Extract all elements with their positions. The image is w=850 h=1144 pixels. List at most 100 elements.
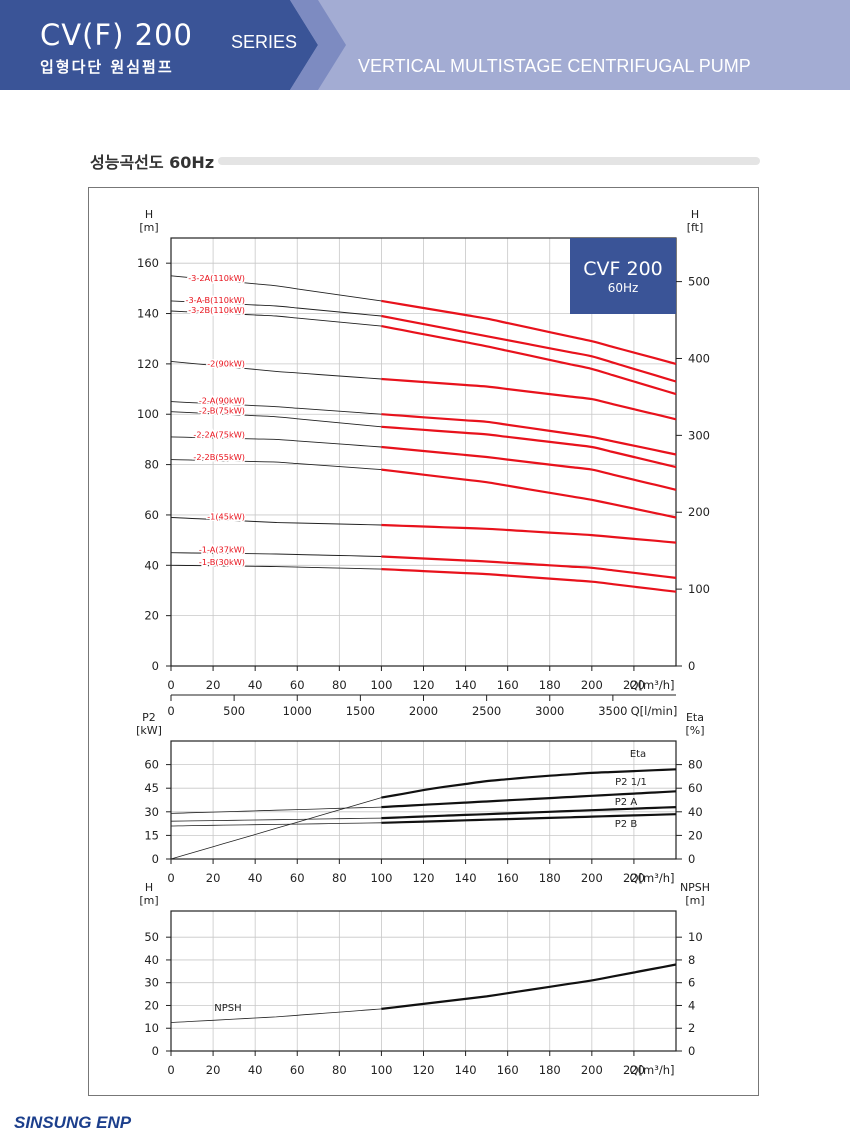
x-tick-label: 0 bbox=[167, 1063, 174, 1077]
series-label: -3-A-B(110kW) bbox=[186, 295, 246, 305]
y-tick-label-right: 500 bbox=[688, 275, 710, 289]
x-tick-label: 180 bbox=[539, 1063, 561, 1077]
series-label: -2(90kW) bbox=[207, 358, 245, 368]
series-line-lowflow bbox=[170, 517, 382, 526]
x-tick-label: 140 bbox=[455, 678, 477, 692]
logo-title: CV(F) 200 bbox=[40, 18, 193, 52]
y-tick-label-left: 0 bbox=[152, 1044, 159, 1058]
x-tick-label: 220 bbox=[623, 678, 645, 692]
x-tick-label: 0 bbox=[167, 678, 174, 692]
section-title: 성능곡선도 60Hz bbox=[90, 153, 215, 172]
x-tick-label: 20 bbox=[206, 678, 221, 692]
y-tick-label-left: 60 bbox=[144, 758, 159, 772]
x-tick-label: 200 bbox=[581, 1063, 603, 1077]
x-tick-label: 220 bbox=[623, 871, 645, 885]
chart-frame bbox=[88, 187, 759, 1096]
y-tick-label-left: 140 bbox=[137, 307, 159, 321]
header-banner bbox=[0, 0, 850, 90]
x2-tick-label: 3500 bbox=[598, 704, 627, 718]
series-line-curve bbox=[381, 555, 677, 579]
y-axis-label-left: H bbox=[145, 881, 153, 894]
x-tick-label: 200 bbox=[581, 871, 603, 885]
footer-brand: SINSUNG ENP bbox=[14, 1113, 132, 1132]
y-tick-label-right: 200 bbox=[688, 505, 710, 519]
series-label: -3-2A(110kW) bbox=[188, 273, 245, 283]
x-tick-label: 60 bbox=[290, 678, 305, 692]
series-line-curve bbox=[381, 445, 677, 491]
y-tick-label-right: 80 bbox=[688, 758, 703, 772]
x-tick-label: 120 bbox=[413, 678, 435, 692]
model-badge-subtitle: 60Hz bbox=[608, 281, 639, 295]
series-line-curve bbox=[381, 425, 677, 469]
x-tick-label: 40 bbox=[248, 1063, 263, 1077]
page-header: CV(F) 200 SERIES 입형다단 원심펌프 VERTICAL MULT… bbox=[0, 0, 850, 90]
series-line-curve bbox=[381, 790, 677, 809]
x-axis-label: Q[m³/h] bbox=[629, 1063, 674, 1077]
series-line-curve bbox=[381, 568, 677, 593]
y-tick-label-right: 60 bbox=[688, 781, 703, 795]
series-line-lowflow bbox=[170, 1008, 382, 1023]
x-tick-label: 60 bbox=[290, 1063, 305, 1077]
series-line-lowflow bbox=[170, 459, 382, 471]
series-line-lowflow bbox=[170, 275, 382, 302]
series-line-curve bbox=[381, 768, 677, 799]
series-line-lowflow bbox=[170, 310, 382, 327]
y-axis-unit-left: [m] bbox=[139, 221, 158, 234]
y-tick-label-right: 100 bbox=[688, 582, 710, 596]
x-tick-label: 20 bbox=[206, 871, 221, 885]
series-label-eta: Eta bbox=[630, 749, 646, 760]
x-tick-label: 180 bbox=[539, 678, 561, 692]
series-label: -1-A(37kW) bbox=[199, 544, 245, 554]
series-label-p2b: P2 B bbox=[615, 819, 638, 830]
y-tick-label-left: 60 bbox=[144, 508, 159, 522]
x-tick-label: 220 bbox=[623, 1063, 645, 1077]
x2-tick-label: 500 bbox=[223, 704, 245, 718]
series-line-curve bbox=[381, 806, 677, 820]
y-axis-unit-right: [m] bbox=[685, 894, 704, 907]
series-line-curve bbox=[381, 413, 677, 456]
y-tick-label-left: 50 bbox=[144, 930, 159, 944]
series-label-p2: P2 1/1 bbox=[615, 777, 647, 788]
series-line-curve bbox=[381, 325, 677, 396]
x-tick-label: 120 bbox=[413, 871, 435, 885]
x-tick-label: 160 bbox=[497, 678, 519, 692]
y-tick-label-right: 2 bbox=[688, 1021, 695, 1035]
x2-tick-label: 1000 bbox=[283, 704, 312, 718]
x-axis-label: Q[m³/h] bbox=[629, 871, 674, 885]
series-label-p2a: P2 A bbox=[615, 797, 638, 808]
logo-subtitle: 입형다단 원심펌프 bbox=[40, 58, 174, 76]
y-tick-label-right: 6 bbox=[688, 976, 695, 990]
y-axis-unit-left: [m] bbox=[139, 894, 158, 907]
x-tick-label: 40 bbox=[248, 678, 263, 692]
series-label: -2-2B(55kW) bbox=[193, 452, 245, 462]
y-tick-label-left: 30 bbox=[144, 805, 159, 819]
model-badge-title: CVF 200 bbox=[583, 258, 663, 280]
y-axis-label-right: NPSH bbox=[680, 881, 710, 894]
x-tick-label: 100 bbox=[370, 871, 392, 885]
y-tick-label-left: 30 bbox=[144, 976, 159, 990]
series-line-lowflow bbox=[170, 360, 382, 380]
y-tick-label-right: 40 bbox=[688, 805, 703, 819]
y-tick-label-left: 15 bbox=[144, 828, 159, 842]
y-tick-label-left: 80 bbox=[144, 458, 159, 472]
y-axis-label-right: H bbox=[691, 208, 699, 221]
logo-series: SERIES bbox=[231, 32, 298, 52]
y-tick-label-left: 40 bbox=[144, 953, 159, 967]
series-line-lowflow bbox=[170, 797, 382, 860]
series-line-curve bbox=[381, 377, 677, 421]
series-line-curve bbox=[381, 963, 677, 1010]
x-tick-label: 120 bbox=[413, 1063, 435, 1077]
series-line-lowflow bbox=[170, 300, 382, 317]
x-tick-label: 160 bbox=[497, 1063, 519, 1077]
y-tick-label-left: 100 bbox=[137, 407, 159, 421]
x-tick-label: 0 bbox=[167, 871, 174, 885]
product-title: VERTICAL MULTISTAGE CENTRIFUGAL PUMP bbox=[358, 56, 751, 76]
series-line-curve bbox=[381, 314, 677, 383]
x-tick-label: 200 bbox=[581, 678, 603, 692]
y-axis-unit-right: [%] bbox=[685, 724, 704, 737]
y-axis-label-left: H bbox=[145, 208, 153, 221]
series-label: -2-B(75kW) bbox=[199, 406, 245, 416]
x-tick-label: 80 bbox=[332, 1063, 347, 1077]
y-tick-label-right: 20 bbox=[688, 828, 703, 842]
x-tick-label: 60 bbox=[290, 871, 305, 885]
